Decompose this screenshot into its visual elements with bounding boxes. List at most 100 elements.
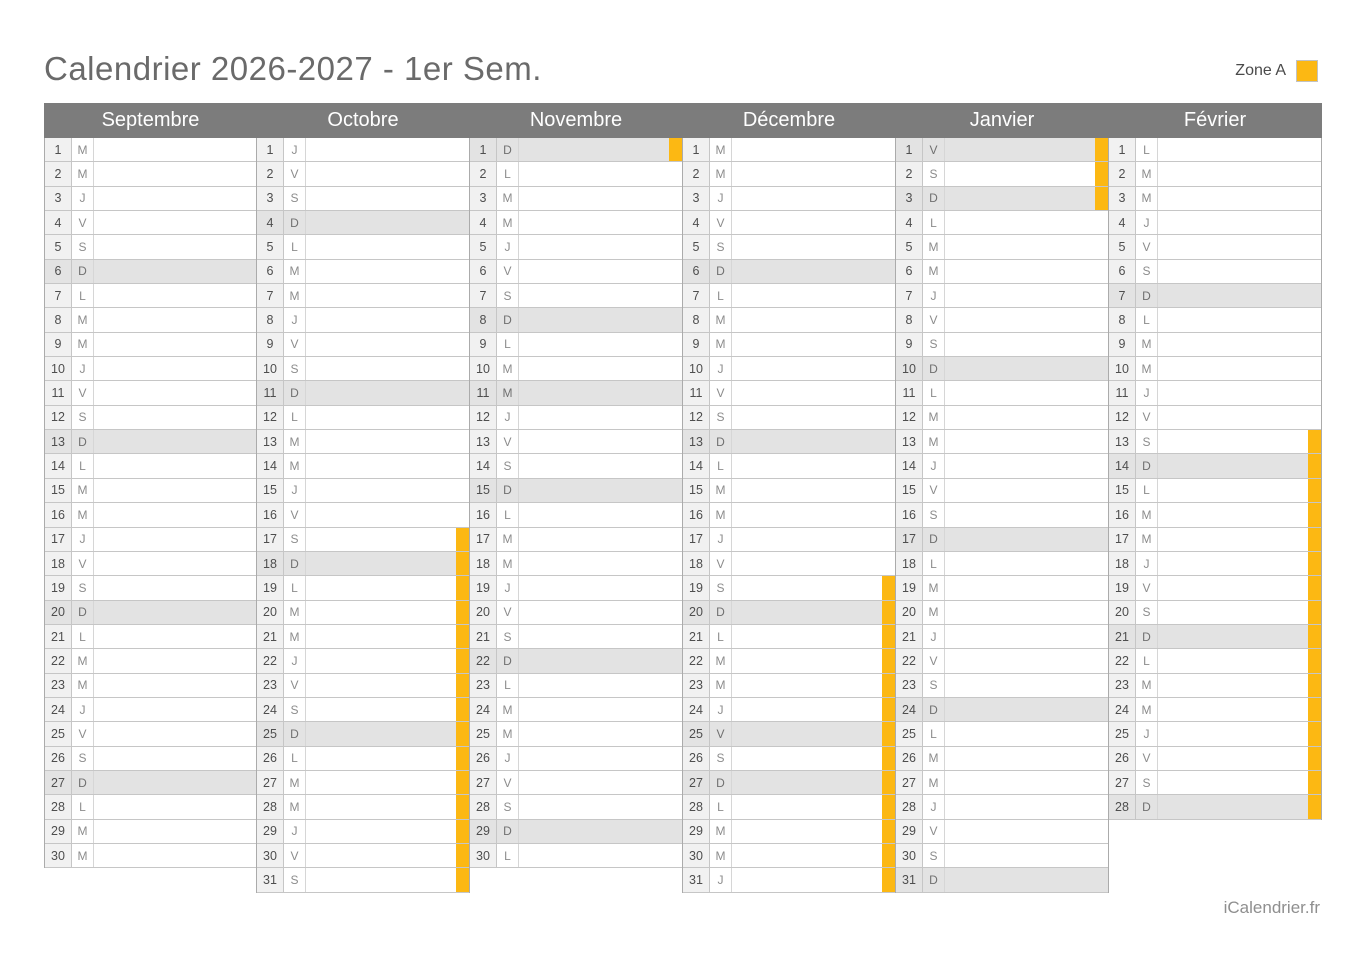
vacation-strip — [882, 406, 895, 429]
vacation-strip — [882, 308, 895, 331]
day-notes-cell — [519, 771, 669, 794]
vacation-strip — [243, 138, 256, 161]
vacation-strip — [669, 722, 682, 745]
day-number: 13 — [45, 430, 72, 454]
day-number: 19 — [896, 576, 923, 600]
day-number: 11 — [257, 381, 284, 405]
day-number: 7 — [257, 284, 284, 308]
day-row: 30 M — [683, 843, 895, 869]
vacation-strip — [669, 211, 682, 234]
month-rows: 1 M 2 M 3 J 4 V 5 S 6 D 7 L 8 M 9 M 10 J 11 V 12 S 13 D 14 L 15 M 16 M 1… — [682, 138, 896, 893]
day-row: 23 V — [257, 673, 469, 698]
day-notes-cell — [94, 649, 243, 672]
day-row: 25 V — [45, 722, 256, 747]
day-row: 25 M — [470, 722, 682, 747]
day-number: 27 — [1109, 770, 1136, 795]
day-row: 26 L — [257, 746, 469, 771]
weekday-letter: S — [72, 746, 94, 770]
day-notes-cell — [94, 187, 243, 210]
vacation-strip — [1095, 528, 1108, 551]
weekday-letter: M — [72, 138, 94, 162]
day-notes-cell — [732, 381, 882, 404]
day-row: 12 V — [1109, 405, 1321, 431]
day-number: 26 — [683, 746, 710, 770]
vacation-strip — [882, 552, 895, 575]
day-number: 17 — [683, 527, 710, 551]
weekday-letter: M — [72, 819, 94, 843]
vacation-strip — [1308, 430, 1321, 454]
vacation-strip — [243, 625, 256, 648]
day-row: 17 J — [683, 527, 895, 552]
day-number: 11 — [45, 381, 72, 405]
vacation-strip — [456, 649, 469, 673]
weekday-letter: L — [923, 722, 945, 746]
day-row: 18 M — [470, 551, 682, 577]
day-row: 27 S — [1109, 770, 1321, 796]
vacation-strip — [456, 381, 469, 404]
day-number: 28 — [1109, 795, 1136, 819]
day-notes-cell — [94, 722, 243, 745]
day-row: 30 S — [896, 843, 1108, 869]
month-column: Janvier 1 V 2 S 3 D 4 L 5 M 6 M 7 J 8 V 9 S 10 D 11 L 12 M 13 M 14 J… — [895, 103, 1109, 893]
weekday-letter: L — [284, 405, 306, 430]
day-number: 23 — [470, 673, 497, 697]
day-number: 7 — [896, 284, 923, 308]
day-row: 14 J — [896, 454, 1108, 479]
day-number: 4 — [45, 211, 72, 235]
day-row: 28 D — [1109, 795, 1321, 820]
day-notes-cell — [1158, 211, 1308, 234]
day-row: 22 D — [470, 649, 682, 674]
day-number: 25 — [45, 722, 72, 746]
day-notes-cell — [1158, 138, 1308, 161]
day-number: 19 — [1109, 576, 1136, 600]
day-notes-cell — [94, 308, 243, 331]
day-notes-cell — [732, 503, 882, 526]
page-title: Calendrier 2026-2027 - 1er Sem. — [44, 50, 542, 87]
day-row: 14 L — [683, 454, 895, 479]
day-row: 24 S — [257, 697, 469, 723]
day-row: 16 M — [683, 503, 895, 528]
day-notes-cell — [94, 235, 243, 258]
day-number: 20 — [896, 600, 923, 624]
weekday-letter: L — [72, 454, 94, 478]
day-row: 16 M — [45, 503, 256, 528]
day-row: 11 J — [1109, 381, 1321, 406]
weekday-letter: V — [72, 211, 94, 235]
day-number: 11 — [470, 381, 497, 405]
day-row: 15 M — [683, 478, 895, 504]
day-row: 30 L — [470, 843, 682, 869]
day-number: 7 — [45, 284, 72, 308]
vacation-strip — [882, 430, 895, 453]
vacation-strip — [669, 479, 682, 502]
day-number: 12 — [896, 405, 923, 430]
day-notes-cell — [1158, 747, 1308, 770]
vacation-strip — [669, 333, 682, 356]
day-notes-cell — [94, 333, 243, 356]
day-row: 14 S — [470, 454, 682, 479]
day-number: 6 — [1109, 259, 1136, 284]
day-row: 22 L — [1109, 649, 1321, 674]
day-notes-cell — [519, 357, 669, 380]
day-row: 21 S — [470, 624, 682, 650]
day-notes-cell — [1158, 674, 1308, 697]
weekday-letter: D — [497, 478, 519, 503]
day-row: 12 S — [683, 405, 895, 431]
vacation-strip — [1095, 284, 1108, 307]
day-number: 27 — [45, 770, 72, 795]
month-rows: 1 L 2 M 3 M 4 J 5 V 6 S 7 D 8 L 9 M 10 M 11 J 12 V 13 S 14 D 15 L 16 M 1… — [1108, 138, 1322, 820]
vacation-strip — [456, 868, 469, 892]
day-number: 9 — [896, 332, 923, 357]
day-notes-cell — [519, 552, 669, 575]
vacation-strip — [1095, 674, 1108, 697]
day-number: 1 — [683, 138, 710, 162]
vacation-strip — [243, 381, 256, 404]
day-row: 13 M — [896, 430, 1108, 455]
vacation-strip — [1308, 649, 1321, 673]
weekday-letter: M — [923, 746, 945, 770]
day-notes-cell — [1158, 698, 1308, 721]
